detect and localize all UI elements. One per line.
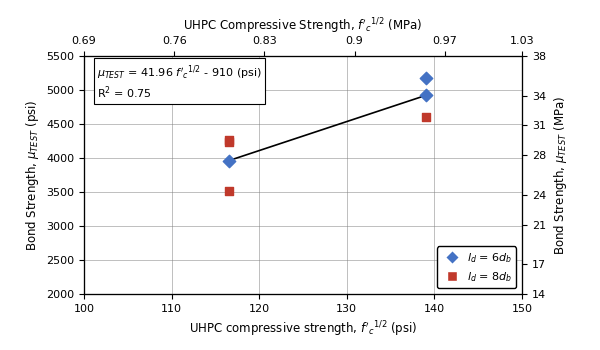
Y-axis label: Bond Strength, $\mu_{TEST}$ (MPa): Bond Strength, $\mu_{TEST}$ (MPa) — [551, 96, 569, 254]
Y-axis label: Bond Strength, $\mu_{TEST}$ (psi): Bond Strength, $\mu_{TEST}$ (psi) — [23, 99, 41, 251]
Point — [421, 93, 430, 98]
Point — [224, 189, 233, 194]
Point — [224, 140, 233, 145]
Point — [224, 158, 233, 163]
Point — [421, 75, 430, 81]
Point — [224, 137, 233, 142]
Legend: $l_d$ = 6$d_b$, $l_d$ = 8$d_b$: $l_d$ = 6$d_b$, $l_d$ = 8$d_b$ — [437, 246, 517, 288]
X-axis label: UHPC Compressive Strength, $f'_c$$^{1/2}$ (MPa): UHPC Compressive Strength, $f'_c$$^{1/2}… — [184, 17, 422, 36]
Text: $\mu_{TEST}$ = 41.96 $f'_c$$^{1/2}$ - 910 (psi)
R$^2$ = 0.75: $\mu_{TEST}$ = 41.96 $f'_c$$^{1/2}$ - 91… — [97, 63, 262, 101]
Point — [421, 114, 430, 120]
X-axis label: UHPC compressive strength, $f'_c$$^{1/2}$ (psi): UHPC compressive strength, $f'_c$$^{1/2}… — [189, 319, 417, 339]
